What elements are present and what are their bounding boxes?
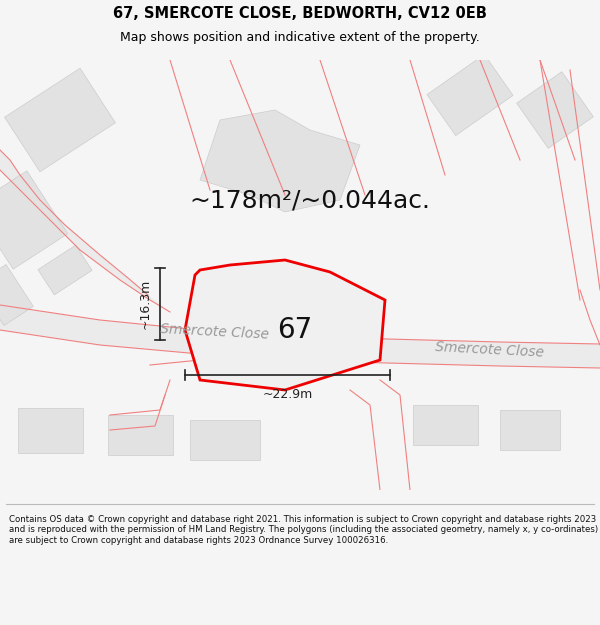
- Text: Map shows position and indicative extent of the property.: Map shows position and indicative extent…: [120, 31, 480, 44]
- Polygon shape: [190, 420, 260, 460]
- Text: ~22.9m: ~22.9m: [262, 389, 313, 401]
- Polygon shape: [200, 110, 360, 212]
- Polygon shape: [500, 410, 560, 450]
- Text: ~16.3m: ~16.3m: [139, 279, 151, 329]
- Text: 67, SMERCOTE CLOSE, BEDWORTH, CV12 0EB: 67, SMERCOTE CLOSE, BEDWORTH, CV12 0EB: [113, 6, 487, 21]
- Polygon shape: [0, 150, 170, 312]
- Text: Smercote Close: Smercote Close: [160, 322, 270, 342]
- Polygon shape: [185, 260, 385, 390]
- Text: ~178m²/~0.044ac.: ~178m²/~0.044ac.: [190, 188, 431, 212]
- Polygon shape: [413, 405, 478, 445]
- Polygon shape: [0, 264, 33, 326]
- Polygon shape: [38, 245, 92, 295]
- Polygon shape: [5, 68, 115, 172]
- Polygon shape: [427, 54, 513, 136]
- Polygon shape: [17, 408, 83, 452]
- Text: Smercote Close: Smercote Close: [435, 340, 545, 360]
- Text: 67: 67: [277, 316, 313, 344]
- Polygon shape: [0, 171, 68, 269]
- Polygon shape: [107, 415, 173, 455]
- Text: Contains OS data © Crown copyright and database right 2021. This information is : Contains OS data © Crown copyright and d…: [9, 515, 598, 545]
- Polygon shape: [517, 72, 593, 148]
- Polygon shape: [0, 305, 600, 368]
